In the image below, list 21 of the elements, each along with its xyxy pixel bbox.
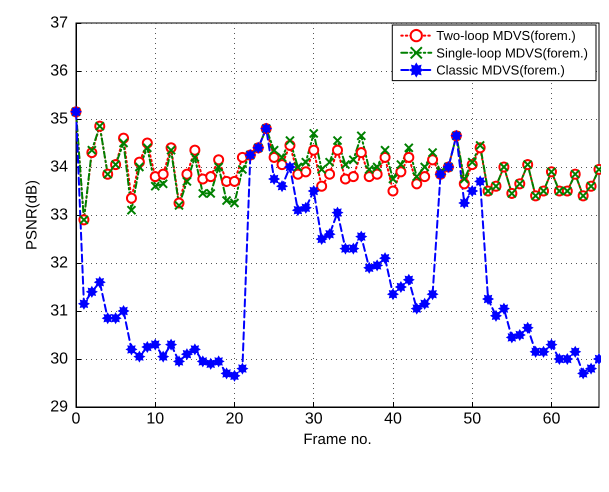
legend-label: Classic MDVS(forem.) [436, 62, 565, 78]
y-tick-label: 37 [50, 14, 68, 32]
x-tick-label: 50 [463, 410, 482, 428]
y-tick-label: 35 [50, 110, 68, 128]
x-tick-label: 0 [72, 410, 81, 428]
x-tick-label: 60 [542, 410, 560, 428]
y-tick-label: 29 [50, 398, 68, 416]
x-tick-label: 30 [304, 410, 323, 428]
y-tick-label: 34 [50, 158, 68, 176]
y-tick-label: 36 [50, 62, 68, 80]
legend-label: Single-loop MDVS(forem.) [436, 45, 588, 60]
legend-label: Two-loop MDVS(forem.) [436, 28, 576, 44]
x-tick-label: 10 [146, 410, 164, 428]
y-tick-label: 31 [50, 302, 68, 320]
x-tick-label: 20 [226, 410, 244, 428]
y-tick-label: 33 [50, 206, 68, 224]
y-axis-title: PSNR(dB) [23, 180, 40, 250]
x-axis-title: Frame no. [303, 430, 372, 448]
x-tick-label: 40 [384, 410, 402, 428]
y-tick-label: 30 [50, 350, 68, 368]
y-tick-label: 32 [50, 254, 68, 272]
